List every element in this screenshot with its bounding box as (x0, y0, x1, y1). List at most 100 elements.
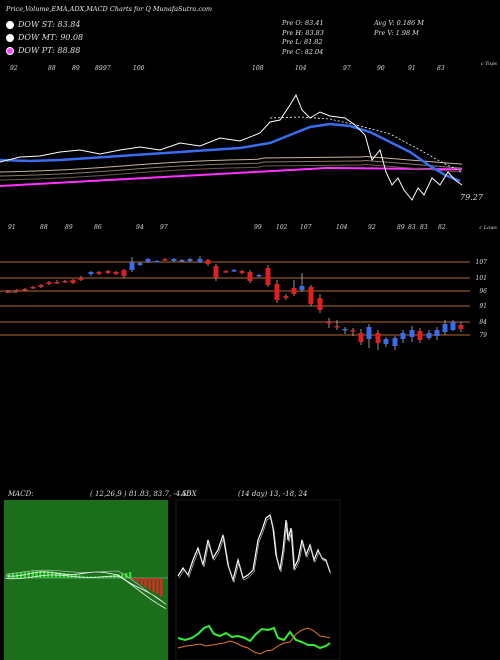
top-tick-label: 104 (295, 65, 307, 72)
last-price-label: 79.27 (460, 193, 484, 202)
bottom-tick-label: 107 (300, 224, 312, 231)
stat-pre-v: Pre V: 1.98 M (374, 29, 419, 37)
candle-body (145, 259, 151, 262)
stat-pre-h: Pre H: 83.83 (282, 29, 324, 37)
macd-hist-bar (132, 578, 136, 581)
candle-body (366, 327, 372, 339)
bottom-tick-label: 89 (65, 224, 73, 231)
candle-body (129, 262, 135, 270)
candle-body (334, 326, 340, 328)
ema-mid-line-2 (0, 159, 463, 177)
candle-body (205, 260, 211, 264)
bottom-tick-label: 89 (397, 224, 405, 231)
candle-body (14, 290, 20, 292)
price-level-label: 84 (479, 319, 487, 326)
price-level-label: 79 (479, 332, 487, 339)
macd-hist-bar (121, 573, 124, 578)
macd-hist-bar (109, 575, 112, 578)
macd-hist-bar (35, 571, 38, 578)
legend-dot-icon (6, 21, 14, 29)
macd-line (5, 571, 167, 605)
macd-hist-bar (148, 578, 151, 590)
bottom-tick-label: 92 (368, 224, 376, 231)
candle-body (223, 271, 229, 273)
macd-hist-bar (136, 578, 140, 583)
top-tick-label: 97 (103, 65, 111, 72)
macd-hist-bar (160, 578, 163, 597)
bottom-tick-label: 91 (8, 224, 16, 231)
candle-body (137, 263, 143, 265)
candle-body (400, 333, 406, 339)
macd-hist-bar (140, 578, 143, 585)
bottom-tick-label: 83 (420, 224, 428, 231)
price-level-label: 91 (479, 303, 487, 310)
candle-body (5, 291, 11, 293)
candle-body (308, 287, 314, 304)
macd-title: MACD: (8, 490, 34, 498)
candle-body (38, 285, 44, 287)
candle-body (375, 333, 381, 343)
top-tick-label: 90 (377, 65, 385, 72)
ema-mid-line-3 (0, 163, 463, 181)
bottom-tick-label: 94 (136, 224, 144, 231)
adx-title: ADX (181, 490, 197, 498)
page-title: Price,Volume,EMA,ADX,MACD Charts for Q M… (6, 5, 213, 13)
price-level-label: 107 (476, 259, 488, 266)
macd-hist-bar (39, 571, 42, 578)
candle-body (256, 275, 262, 277)
candle-body (197, 259, 203, 262)
candle-body (154, 261, 160, 263)
macd-hist-bar (47, 571, 50, 578)
candle-body (30, 287, 36, 289)
legend-dow-mt-label: DOW MT: 90.08 (18, 33, 84, 42)
tops-label: c Tops (481, 61, 498, 67)
top-tick-label: 89 (72, 65, 80, 72)
ema-mid-line (0, 155, 463, 173)
candle-body (113, 272, 119, 274)
macd-hist-bar (156, 578, 159, 595)
plus-di-line (177, 624, 331, 650)
candle-body (247, 272, 253, 281)
top-tick-label: 97 (343, 65, 351, 72)
candle-body (54, 282, 60, 284)
candle-body (342, 329, 348, 331)
candle-body (442, 324, 448, 332)
top-tick-label: 91 (408, 65, 416, 72)
candle-body (317, 298, 323, 310)
bottom-tick-label: 88 (40, 224, 48, 231)
top-tick-label: 83 (437, 65, 445, 72)
candle-body (283, 296, 289, 298)
macd-hist-bar (31, 571, 34, 578)
price-level-label: 101 (476, 275, 487, 282)
adx-line-2 (178, 516, 332, 584)
legend-dot-icon (6, 47, 14, 55)
candle-body (299, 286, 305, 290)
macd-signal-line (5, 574, 167, 610)
legend-dow-st-label: DOW ST: 83.84 (18, 20, 81, 29)
candle-body (392, 338, 398, 346)
macd-hist-bar (15, 572, 19, 578)
candle-body (62, 281, 68, 283)
macd-hist-bar (125, 572, 128, 578)
bottom-tick-label: 86 (94, 224, 102, 231)
candle-body (434, 330, 440, 336)
bottom-tick-label: 82 (438, 224, 446, 231)
top-tick-label: 89 (95, 65, 103, 72)
stat-avg-v: Avg V: 0.186 M (374, 19, 424, 27)
candle-body (358, 333, 364, 342)
top-tick-label: 100 (133, 65, 145, 72)
adx-background (175, 499, 341, 660)
candle-body (162, 259, 168, 261)
stat-pre-o: Pre O: 83.41 (282, 19, 324, 27)
candle-body (274, 284, 280, 300)
candle-body (46, 282, 52, 284)
top-tick-label: 108 (252, 65, 264, 72)
candle-body (70, 280, 76, 283)
legend-dow-pt-label: DOW PT: 88.88 (18, 46, 81, 55)
lows-label: c Lows (479, 225, 497, 231)
candle-body (265, 268, 271, 285)
